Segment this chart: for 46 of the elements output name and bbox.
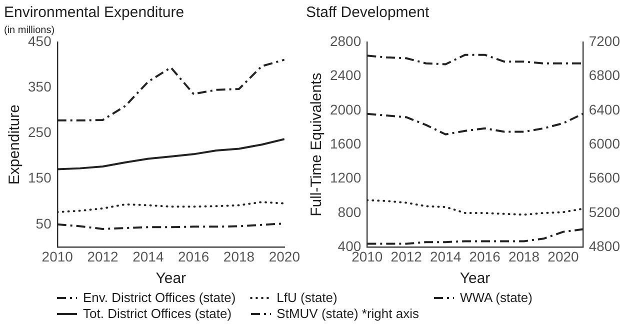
y-tick-label: 50 bbox=[36, 215, 52, 232]
line-series bbox=[367, 199, 583, 216]
x-axis-title: Year bbox=[460, 270, 490, 288]
legend-label: LfU (state) bbox=[276, 290, 338, 305]
y-tick-label: 2800 bbox=[330, 32, 362, 49]
x-tick-label: 2012 bbox=[87, 248, 119, 264]
x-tick-label: 2018 bbox=[508, 248, 540, 264]
x-axis-title: Year bbox=[156, 270, 186, 288]
x-tick-label: 2018 bbox=[223, 248, 255, 264]
legend-label: WWA (state) bbox=[460, 290, 532, 305]
chart-title: Environmental Expenditure bbox=[4, 4, 184, 22]
y-tick-label: 1200 bbox=[330, 170, 362, 186]
chart-title: Staff Development bbox=[306, 4, 430, 22]
x-tick-label: 2016 bbox=[178, 248, 210, 264]
y-tick-label: 1600 bbox=[330, 135, 362, 152]
y-tick-label: 250 bbox=[28, 124, 52, 140]
y2-tick-label: 5200 bbox=[588, 204, 620, 220]
line-series bbox=[57, 201, 284, 214]
legend-label: StMUV (state) *right axis bbox=[276, 306, 419, 321]
y-axis-title: Expenditure bbox=[6, 104, 24, 185]
y2-tick-label: 5600 bbox=[588, 170, 620, 186]
y2-tick-label: 4800 bbox=[588, 238, 620, 254]
y2-tick-label: 7200 bbox=[588, 32, 620, 49]
line-series bbox=[57, 58, 284, 122]
x-tick-label: 2020 bbox=[548, 248, 580, 264]
y-tick-label: 800 bbox=[338, 204, 362, 220]
x-tick-label: 2014 bbox=[132, 248, 164, 264]
x-tick-label: 2012 bbox=[390, 248, 422, 264]
legend-label: Env. District Offices (state) bbox=[83, 290, 236, 305]
y-axis-title: Full-Time Equivalents bbox=[308, 72, 326, 216]
y2-tick-label: 6800 bbox=[588, 67, 620, 84]
legend-label: Tot. District Offices (state) bbox=[83, 306, 232, 321]
y-tick-label: 150 bbox=[28, 170, 52, 186]
x-tick-label: 2020 bbox=[268, 248, 300, 264]
y2-tick-label: 6000 bbox=[588, 135, 620, 152]
line-series bbox=[367, 228, 583, 245]
chart-subtitle: (in millions) bbox=[4, 24, 55, 36]
x-tick-label: 2014 bbox=[430, 248, 462, 264]
y-tick-label: 350 bbox=[28, 78, 52, 94]
y-tick-label: 2000 bbox=[330, 101, 362, 118]
x-tick-label: 2016 bbox=[469, 248, 501, 264]
x-tick-label: 2010 bbox=[42, 248, 74, 264]
y-tick-label: 2400 bbox=[330, 67, 362, 84]
y2-tick-label: 6400 bbox=[588, 101, 620, 118]
line-series bbox=[367, 112, 583, 136]
line-series bbox=[367, 54, 583, 66]
